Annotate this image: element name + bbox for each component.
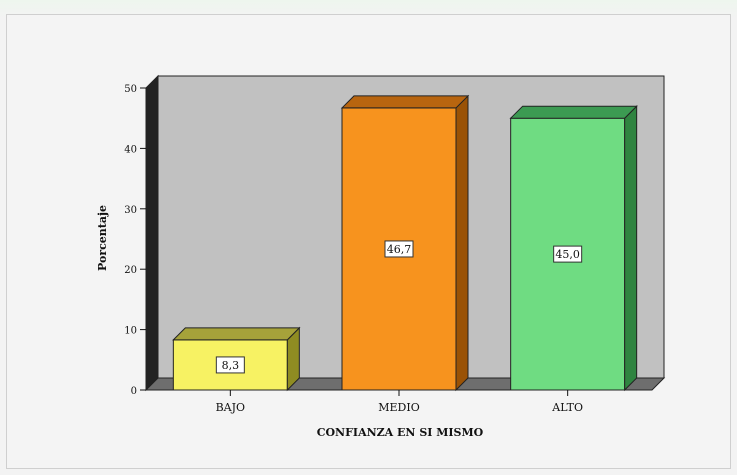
y-tick-label: 10 xyxy=(124,326,137,337)
bar-top xyxy=(173,328,299,340)
bar-side xyxy=(625,106,637,390)
data-label: 8,3 xyxy=(222,359,240,372)
x-tick-label: BAJO xyxy=(216,401,245,414)
y-tick-label: 20 xyxy=(124,265,137,276)
x-axis-title: CONFIANZA EN SI MISMO xyxy=(317,426,484,439)
y-axis-title: Porcentaje xyxy=(96,205,109,271)
y-tick-label: 50 xyxy=(124,84,137,95)
data-label: 45,0 xyxy=(555,248,580,261)
bar: 46,7 xyxy=(342,96,468,390)
y-tick-label: 40 xyxy=(124,144,137,155)
bar-top xyxy=(511,106,637,118)
y-tick-label: 0 xyxy=(131,386,137,397)
x-axis: BAJO MEDIO ALTO xyxy=(216,390,583,414)
y-tick-label: 30 xyxy=(124,205,137,216)
bar: 45,0 xyxy=(511,106,637,390)
bar: 8,3 xyxy=(173,328,299,390)
plot-left-wall xyxy=(146,76,158,390)
x-tick-label: ALTO xyxy=(551,401,583,414)
x-tick-label: MEDIO xyxy=(378,401,419,414)
bar-top xyxy=(342,96,468,108)
data-label: 46,7 xyxy=(387,243,412,256)
bar-side xyxy=(456,96,468,390)
y-axis: 0 10 20 30 40 50 xyxy=(124,84,146,397)
